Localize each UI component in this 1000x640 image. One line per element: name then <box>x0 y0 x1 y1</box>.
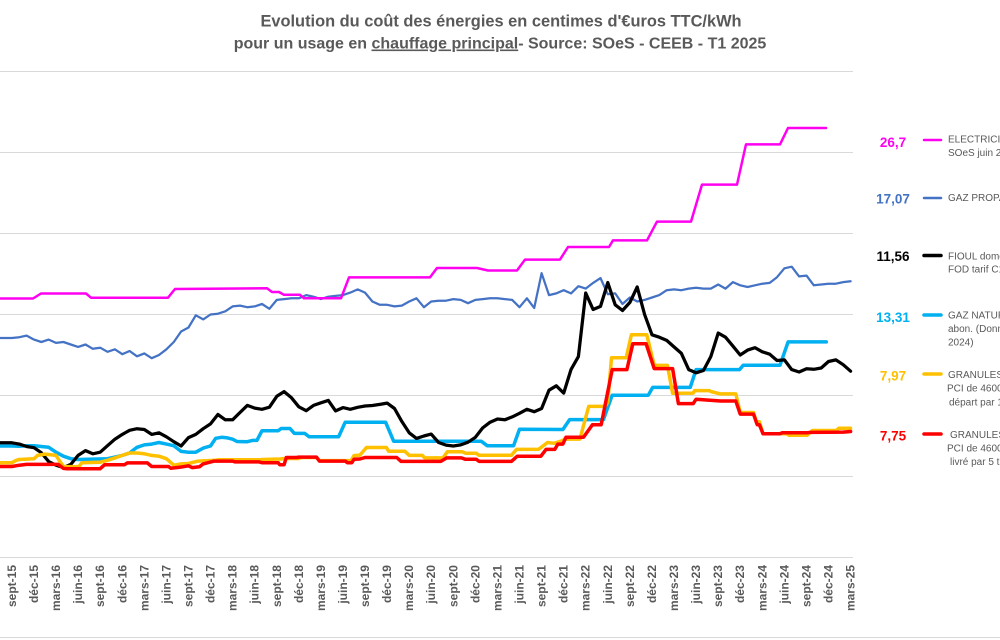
svg-text:mars-19: mars-19 <box>314 565 328 611</box>
svg-text:sept-15: sept-15 <box>5 565 19 607</box>
svg-text:26,7: 26,7 <box>880 135 906 150</box>
svg-text:déc-21: déc-21 <box>557 565 571 603</box>
svg-text:juin-24: juin-24 <box>777 565 791 605</box>
svg-text:mars-22: mars-22 <box>579 565 593 611</box>
svg-text:mars-18: mars-18 <box>226 565 240 611</box>
svg-text:GAZ PROPANE citerne: GAZ PROPANE citerne <box>948 193 1000 204</box>
svg-text:déc-17: déc-17 <box>204 565 218 603</box>
svg-text:2024): 2024) <box>948 338 974 349</box>
svg-text:mars-24: mars-24 <box>755 565 769 611</box>
svg-text:sept-19: sept-19 <box>358 565 372 607</box>
svg-text:livré par 5 t (CEEB): livré par 5 t (CEEB) <box>950 457 1000 468</box>
svg-text:GRANULES DE BOIS en: GRANULES DE BOIS en <box>948 370 1000 381</box>
svg-text:déc-24: déc-24 <box>822 565 836 603</box>
svg-text:13,31: 13,31 <box>876 310 910 325</box>
svg-text:FIOUL domestique au: FIOUL domestique au <box>948 252 1000 263</box>
svg-text:7,97: 7,97 <box>880 369 906 384</box>
svg-text:sept-22: sept-22 <box>623 565 637 607</box>
svg-text:juin-19: juin-19 <box>336 565 350 605</box>
svg-text:juin-20: juin-20 <box>424 565 438 605</box>
svg-text:mars-25: mars-25 <box>844 565 858 611</box>
svg-text:déc-22: déc-22 <box>645 565 659 603</box>
svg-text:juin-21: juin-21 <box>513 565 527 605</box>
svg-text:pour un usage en chauffage pri: pour un usage en chauffage principal- So… <box>234 36 767 53</box>
svg-text:GRANULES DE BOIS en: GRANULES DE BOIS en <box>950 430 1000 441</box>
svg-text:sept-20: sept-20 <box>446 565 460 607</box>
svg-text:départ par 17 t (CEEB): départ par 17 t (CEEB) <box>949 398 1000 409</box>
svg-text:sept-23: sept-23 <box>711 565 725 607</box>
svg-text:juin-18: juin-18 <box>248 565 262 605</box>
svg-text:déc-18: déc-18 <box>292 565 306 603</box>
svg-text:mars-23: mars-23 <box>667 565 681 611</box>
svg-text:sept-24: sept-24 <box>800 565 814 607</box>
svg-text:sept-18: sept-18 <box>270 565 284 607</box>
svg-text:PCI de 4600 kWh/t en: PCI de 4600 kWh/t en <box>947 384 1000 395</box>
svg-text:mars-16: mars-16 <box>49 565 63 611</box>
svg-text:juin-16: juin-16 <box>71 565 85 605</box>
svg-text:déc-16: déc-16 <box>115 565 129 603</box>
svg-text:déc-15: déc-15 <box>27 565 41 603</box>
svg-text:11,56: 11,56 <box>876 249 910 264</box>
svg-text:déc-19: déc-19 <box>380 565 394 603</box>
svg-text:sept-17: sept-17 <box>182 565 196 607</box>
svg-text:sept-16: sept-16 <box>93 565 107 607</box>
svg-text:Evolution du coût des énergies: Evolution du coût des énergies en centim… <box>260 13 741 31</box>
svg-text:déc-23: déc-23 <box>733 565 747 603</box>
svg-text:juin-17: juin-17 <box>159 565 173 605</box>
svg-text:sept-21: sept-21 <box>535 565 549 607</box>
svg-text:mars-21: mars-21 <box>491 565 505 611</box>
svg-text:juin-22: juin-22 <box>601 565 615 605</box>
svg-text:ELECTRICITE (Données: ELECTRICITE (Données <box>948 135 1000 146</box>
svg-text:mars-17: mars-17 <box>137 565 151 611</box>
svg-text:GAZ NATUREL B1 avec: GAZ NATUREL B1 avec <box>948 311 1000 322</box>
svg-text:mars-20: mars-20 <box>402 565 416 611</box>
svg-text:FOD tarif C1 (Données: FOD tarif C1 (Données <box>948 265 1000 276</box>
svg-text:déc-20: déc-20 <box>468 565 482 603</box>
svg-text:juin-23: juin-23 <box>689 565 703 605</box>
svg-text:abon. (Données SOeS: abon. (Données SOeS <box>948 324 1000 335</box>
svg-text:PCI de 4600 kWh/t en: PCI de 4600 kWh/t en <box>947 444 1000 455</box>
svg-text:7,75: 7,75 <box>880 429 907 444</box>
svg-text:SOeS juin 2025): SOeS juin 2025) <box>948 148 1000 159</box>
svg-text:17,07: 17,07 <box>876 192 910 207</box>
